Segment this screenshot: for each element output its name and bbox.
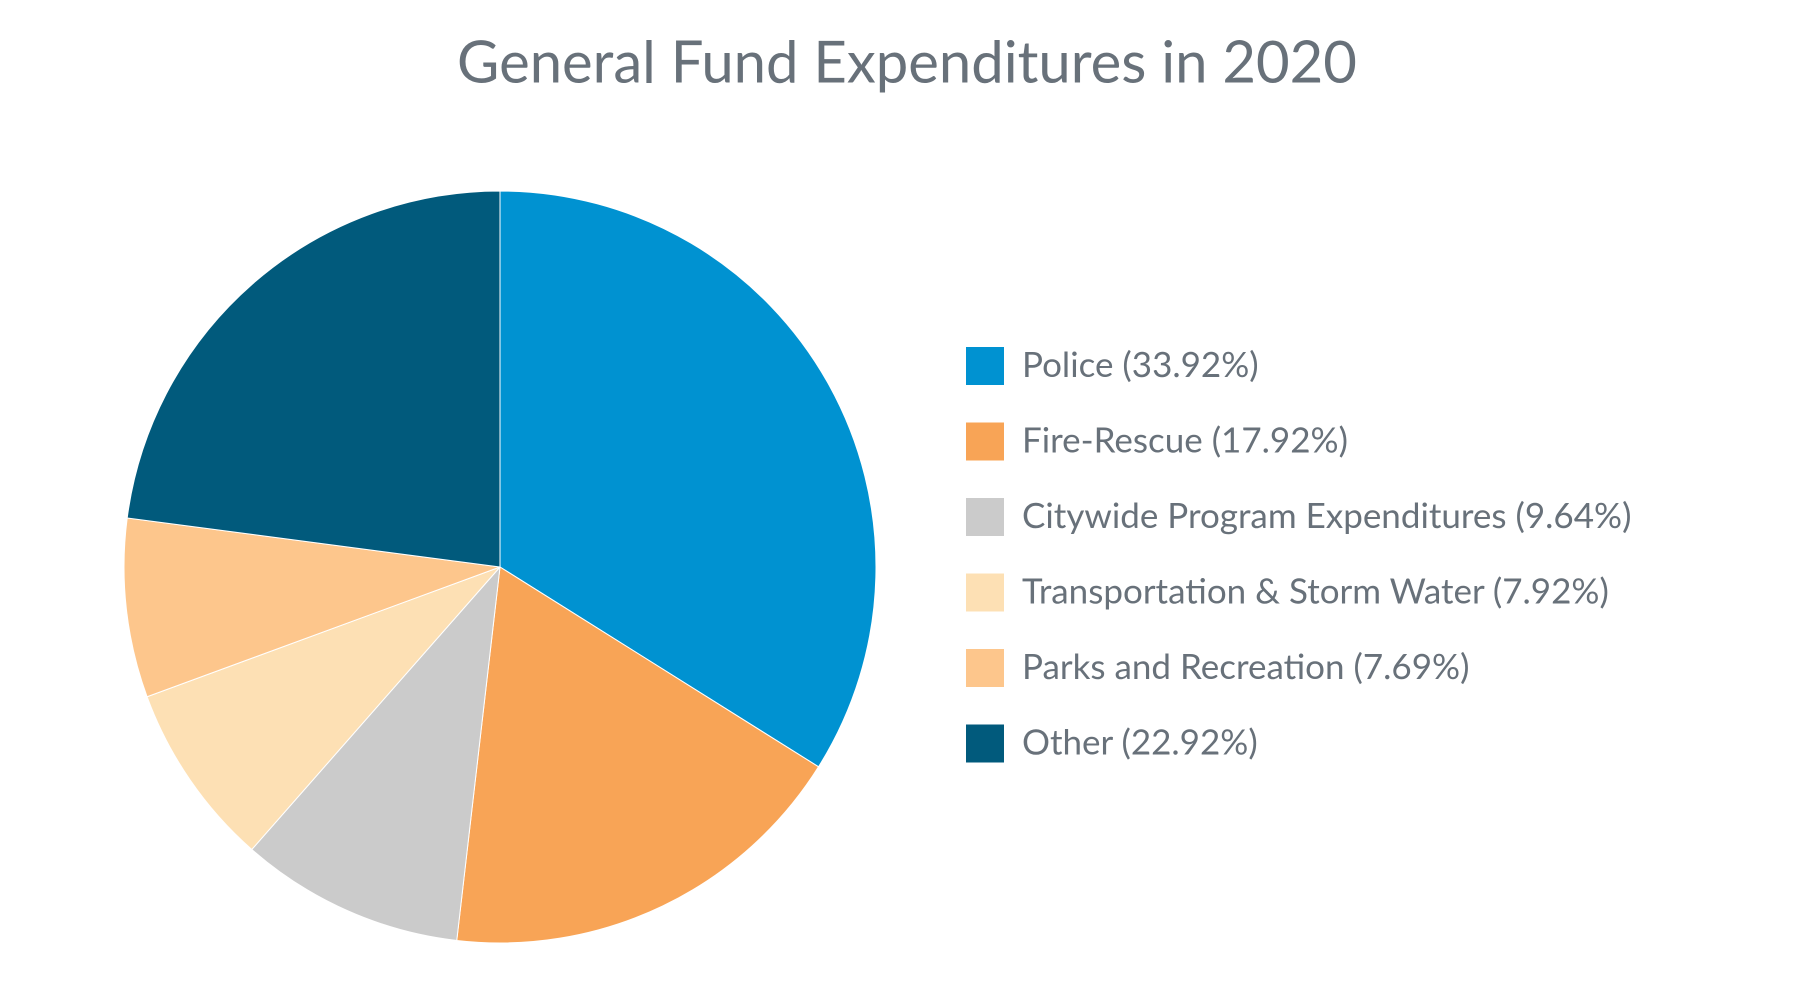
legend-label: Fire-Rescue (17.92%) [1022,418,1348,460]
legend-label: Transportation & Storm Water (7.92%) [1022,569,1609,611]
pie-slice [126,190,501,568]
legend-swatch [966,724,1004,763]
pie-slice [251,565,501,942]
pie-slice [123,517,501,698]
legend-swatch [966,498,1004,536]
pie-slice [146,566,501,851]
legend-swatch [966,422,1004,461]
legend-swatch [966,649,1004,687]
legend-swatch [966,573,1004,612]
pie-slice [456,566,820,944]
legend-swatch [966,347,1004,385]
legend-label: Other (22.92%) [1022,720,1258,762]
legend-label: Police (33.92%) [1022,343,1259,385]
pie-slice [499,190,877,768]
chart-title: General Fund Expenditures in 2020 [457,27,1357,96]
legend-label: Citywide Program Expenditures (9.64%) [1022,494,1631,536]
legend-label: Parks and Recreation (7.69%) [1022,645,1469,687]
